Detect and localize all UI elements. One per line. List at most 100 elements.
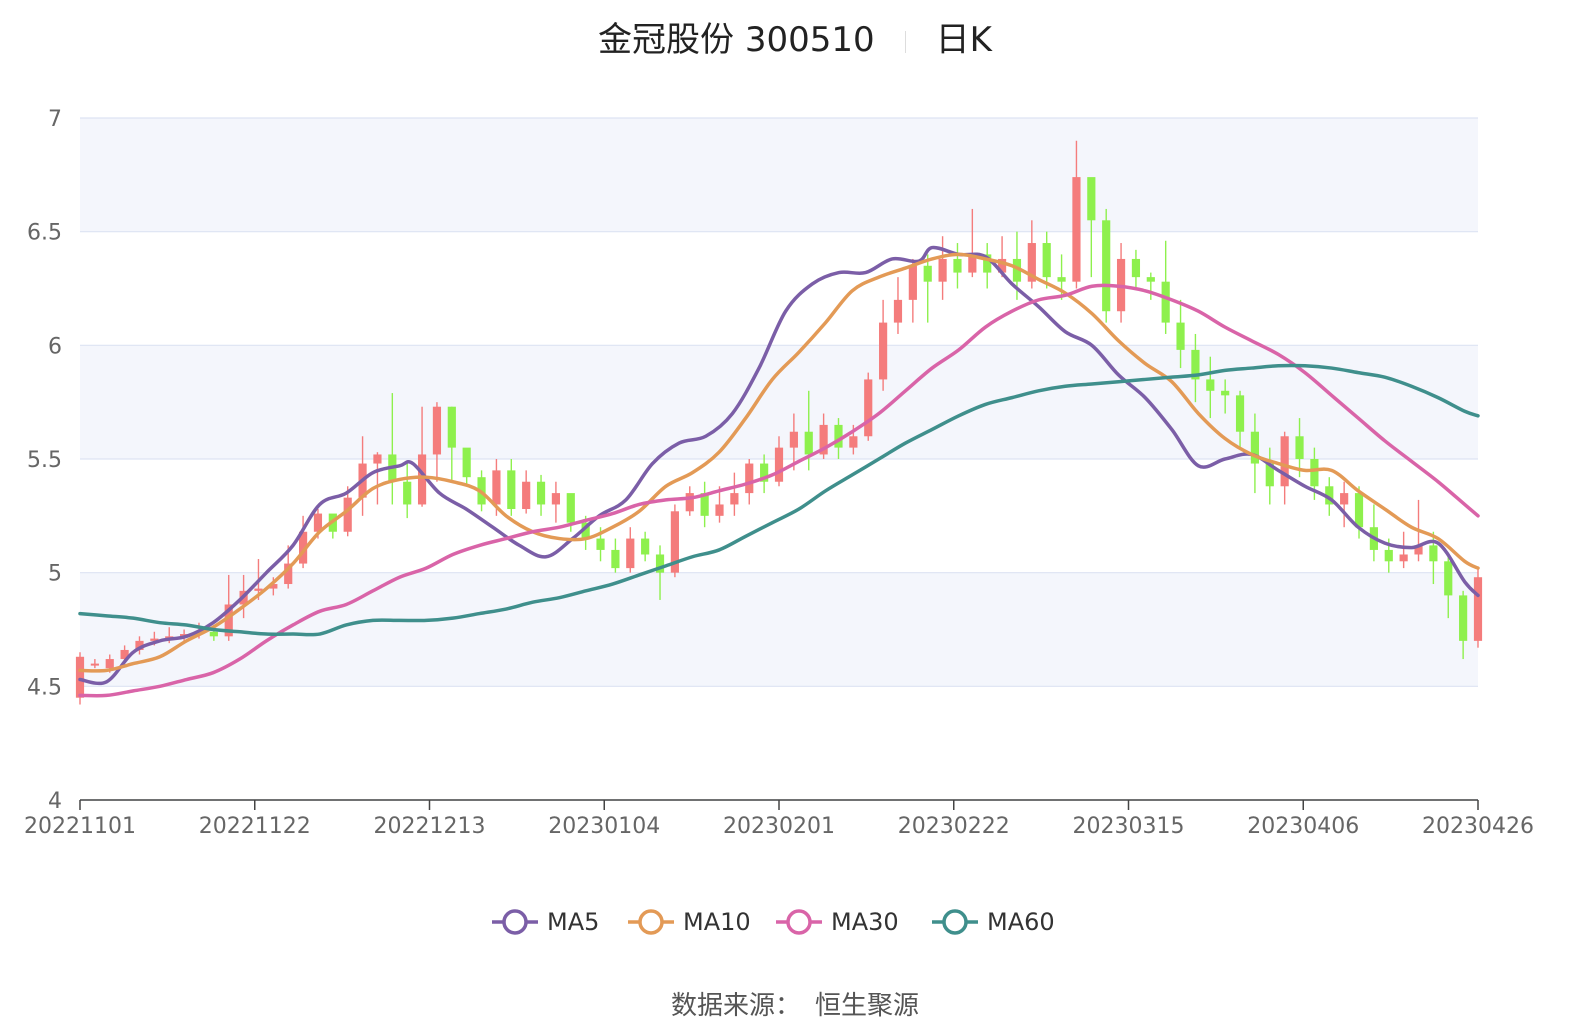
legend-label-ma10: MA10 — [683, 908, 751, 936]
candle-body — [254, 588, 263, 591]
candle-body — [893, 299, 903, 323]
candle-body — [313, 513, 323, 532]
x-tick-label: 20230104 — [548, 814, 660, 839]
stock-name: 金冠股份 300510 — [598, 20, 875, 60]
candle-body — [403, 481, 412, 505]
candle-body — [1146, 277, 1155, 282]
candle-body — [1265, 463, 1274, 487]
candle-body — [1399, 554, 1408, 562]
candle-body — [1310, 459, 1319, 487]
candle-body — [284, 563, 293, 585]
grid-band — [80, 572, 1478, 687]
candle-body — [1176, 322, 1185, 350]
candle-body — [641, 538, 650, 555]
legend-label-ma5: MA5 — [547, 908, 599, 936]
source-label: 数据来源： — [670, 991, 801, 1021]
candle-body — [180, 634, 189, 637]
candle-body — [774, 447, 784, 482]
series-line-ma10 — [78, 252, 1480, 673]
candle-body — [462, 447, 471, 478]
legend-label-ma60: MA60 — [987, 908, 1055, 936]
candle-body — [1444, 561, 1453, 596]
data-source: 数据来源： 恒生聚源 — [0, 985, 1590, 1022]
candle-body — [298, 531, 308, 564]
y-tick-label: 4.5 — [27, 675, 62, 700]
candle-body — [432, 406, 442, 455]
candle-body — [209, 631, 218, 637]
x-tick-label: 20230406 — [1247, 814, 1359, 839]
candle-body — [923, 265, 932, 282]
candle-body — [1131, 258, 1141, 278]
candle-body — [1235, 395, 1245, 432]
candle-body — [834, 424, 843, 448]
y-tick-label: 5 — [48, 562, 62, 587]
candle-body — [492, 470, 501, 505]
candle-body — [596, 538, 605, 550]
candle-body — [700, 493, 709, 516]
candle-body — [417, 454, 427, 505]
candle-body — [655, 554, 665, 573]
candle-body — [551, 493, 561, 505]
candle-body — [1206, 379, 1215, 391]
y-tick-label: 6 — [48, 334, 62, 359]
candle-body — [1027, 243, 1036, 282]
y-tick-label: 6.5 — [27, 221, 62, 246]
candle-body — [507, 470, 516, 510]
candle-body — [1280, 436, 1289, 487]
candle-body — [1161, 281, 1170, 323]
candle-body — [670, 511, 679, 573]
candle-body — [1087, 177, 1096, 221]
candle-body — [1221, 390, 1230, 396]
candle-body — [1340, 493, 1349, 505]
candle-body — [150, 638, 159, 641]
candle-body — [760, 463, 769, 482]
candle-body — [864, 379, 873, 437]
candle-body — [1072, 177, 1081, 282]
candle-body — [1102, 220, 1111, 312]
legend-marker-ma10 — [638, 909, 664, 935]
candle-body — [1057, 277, 1066, 282]
y-tick-label: 4 — [48, 789, 62, 814]
candle-body — [715, 504, 724, 516]
candle-body — [522, 481, 531, 510]
x-tick-label: 20221122 — [199, 814, 311, 839]
candle-body — [879, 322, 888, 380]
candle-body — [1042, 243, 1051, 278]
candle-body — [1325, 486, 1334, 505]
x-tick-label: 20230426 — [1422, 814, 1534, 839]
candle-body — [968, 254, 977, 273]
candle-body — [983, 254, 992, 273]
candle-body — [819, 424, 828, 455]
legend-label-ma30: MA30 — [831, 908, 899, 936]
candle-body — [566, 493, 575, 523]
x-tick-label: 20230201 — [723, 814, 835, 839]
candle-body — [373, 454, 382, 464]
period-label: 日K — [935, 20, 992, 60]
candle-body — [581, 522, 590, 539]
candle-body — [685, 493, 694, 512]
candle-body — [1191, 349, 1200, 380]
candle-body — [1414, 545, 1423, 555]
candle-body — [1012, 258, 1022, 282]
x-tick-label: 20221213 — [374, 814, 486, 839]
candle-body — [938, 258, 947, 282]
series-line-ma60 — [78, 363, 1480, 637]
series-line-ma30 — [78, 283, 1480, 698]
x-tick-label: 20230222 — [898, 814, 1010, 839]
candle-body — [343, 497, 352, 532]
candle-body — [997, 258, 1007, 273]
x-tick-label: 20230315 — [1073, 814, 1185, 839]
candle-body — [745, 463, 754, 494]
candle-body — [1473, 577, 1483, 641]
candle-body — [908, 265, 917, 300]
candle-body — [269, 584, 278, 589]
y-tick-label: 7 — [48, 107, 62, 132]
candle-body — [536, 481, 546, 505]
candle-body — [953, 258, 962, 273]
candle-body — [1354, 493, 1364, 528]
legend-marker-ma60 — [942, 909, 968, 935]
candle-body — [1250, 431, 1260, 464]
candle-body — [1429, 545, 1438, 562]
candle-body — [730, 493, 739, 505]
